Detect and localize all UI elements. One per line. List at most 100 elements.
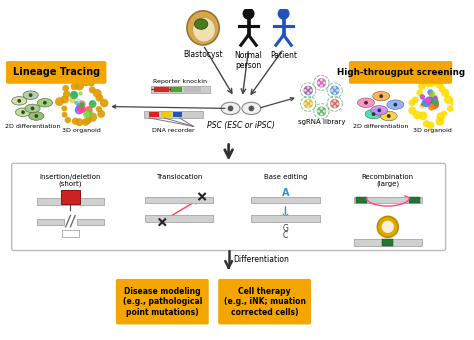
Circle shape <box>422 98 431 107</box>
Circle shape <box>437 113 445 121</box>
Circle shape <box>78 105 86 113</box>
Circle shape <box>333 105 336 108</box>
Circle shape <box>307 92 310 95</box>
Circle shape <box>96 106 102 112</box>
Text: Recombination
(large): Recombination (large) <box>362 174 414 187</box>
Ellipse shape <box>37 99 53 107</box>
Circle shape <box>18 99 21 103</box>
Bar <box>37 219 64 225</box>
Circle shape <box>412 97 419 103</box>
Ellipse shape <box>192 17 215 42</box>
Circle shape <box>75 105 83 114</box>
Circle shape <box>429 101 435 106</box>
Circle shape <box>31 106 35 110</box>
Circle shape <box>70 91 78 99</box>
Circle shape <box>372 112 375 116</box>
Bar <box>62 230 79 237</box>
Circle shape <box>90 100 94 105</box>
Circle shape <box>89 81 94 87</box>
Bar <box>356 197 367 203</box>
Circle shape <box>317 81 320 84</box>
Circle shape <box>317 106 326 116</box>
Circle shape <box>228 106 233 111</box>
Circle shape <box>333 99 336 102</box>
Circle shape <box>435 80 443 88</box>
Circle shape <box>21 110 25 114</box>
Circle shape <box>450 98 457 106</box>
Circle shape <box>430 103 436 109</box>
Circle shape <box>307 86 310 89</box>
Text: sgRNA library: sgRNA library <box>298 119 345 125</box>
Circle shape <box>336 89 339 92</box>
Text: Reporter knockin: Reporter knockin <box>153 79 207 84</box>
Text: 3D organoid: 3D organoid <box>413 128 452 133</box>
Circle shape <box>441 110 447 117</box>
Circle shape <box>428 104 435 111</box>
Circle shape <box>85 106 93 114</box>
Ellipse shape <box>387 100 404 109</box>
Circle shape <box>408 106 416 115</box>
Circle shape <box>71 91 77 98</box>
Circle shape <box>69 97 76 103</box>
Circle shape <box>35 114 38 118</box>
Bar <box>354 197 422 203</box>
Circle shape <box>393 103 397 106</box>
Circle shape <box>62 112 67 118</box>
Circle shape <box>429 91 435 97</box>
Circle shape <box>76 104 84 112</box>
Circle shape <box>330 102 333 105</box>
Circle shape <box>387 114 391 118</box>
Circle shape <box>441 89 449 97</box>
Circle shape <box>74 101 78 105</box>
Text: Normal
person: Normal person <box>235 51 263 70</box>
Circle shape <box>320 113 323 116</box>
Circle shape <box>82 118 90 126</box>
Circle shape <box>333 86 336 89</box>
Circle shape <box>310 102 312 105</box>
Ellipse shape <box>373 91 390 101</box>
FancyBboxPatch shape <box>12 163 446 251</box>
Circle shape <box>320 84 323 87</box>
Circle shape <box>77 99 81 103</box>
Circle shape <box>416 89 423 96</box>
Bar <box>154 87 169 92</box>
Bar <box>161 112 171 117</box>
Circle shape <box>61 95 69 103</box>
Ellipse shape <box>242 102 261 115</box>
Text: C: C <box>283 231 288 240</box>
Ellipse shape <box>365 109 382 119</box>
Bar <box>145 197 213 203</box>
Text: 2D differentiation: 2D differentiation <box>5 123 60 129</box>
Bar <box>151 86 210 93</box>
Circle shape <box>379 94 383 98</box>
Text: Insertion/deletion
(short): Insertion/deletion (short) <box>40 174 101 187</box>
Circle shape <box>425 96 434 105</box>
Ellipse shape <box>23 91 38 99</box>
Circle shape <box>382 221 394 233</box>
Circle shape <box>330 86 339 95</box>
Bar <box>173 112 182 117</box>
Circle shape <box>278 8 290 20</box>
Circle shape <box>43 101 47 105</box>
Circle shape <box>75 81 84 90</box>
Text: Translocation: Translocation <box>156 174 202 180</box>
Circle shape <box>82 77 91 86</box>
Bar <box>382 239 393 246</box>
Bar <box>149 112 158 117</box>
Circle shape <box>55 97 64 106</box>
Circle shape <box>83 111 90 118</box>
Circle shape <box>323 110 326 113</box>
Circle shape <box>436 117 445 126</box>
Bar <box>77 219 104 225</box>
Circle shape <box>377 217 398 237</box>
Circle shape <box>307 99 310 102</box>
Ellipse shape <box>12 97 27 105</box>
Circle shape <box>96 94 103 102</box>
Circle shape <box>364 101 368 105</box>
FancyBboxPatch shape <box>349 61 452 84</box>
Circle shape <box>78 91 82 96</box>
Circle shape <box>428 79 436 87</box>
Ellipse shape <box>187 11 219 45</box>
Circle shape <box>447 105 454 112</box>
Text: 3D organoid: 3D organoid <box>63 128 101 133</box>
